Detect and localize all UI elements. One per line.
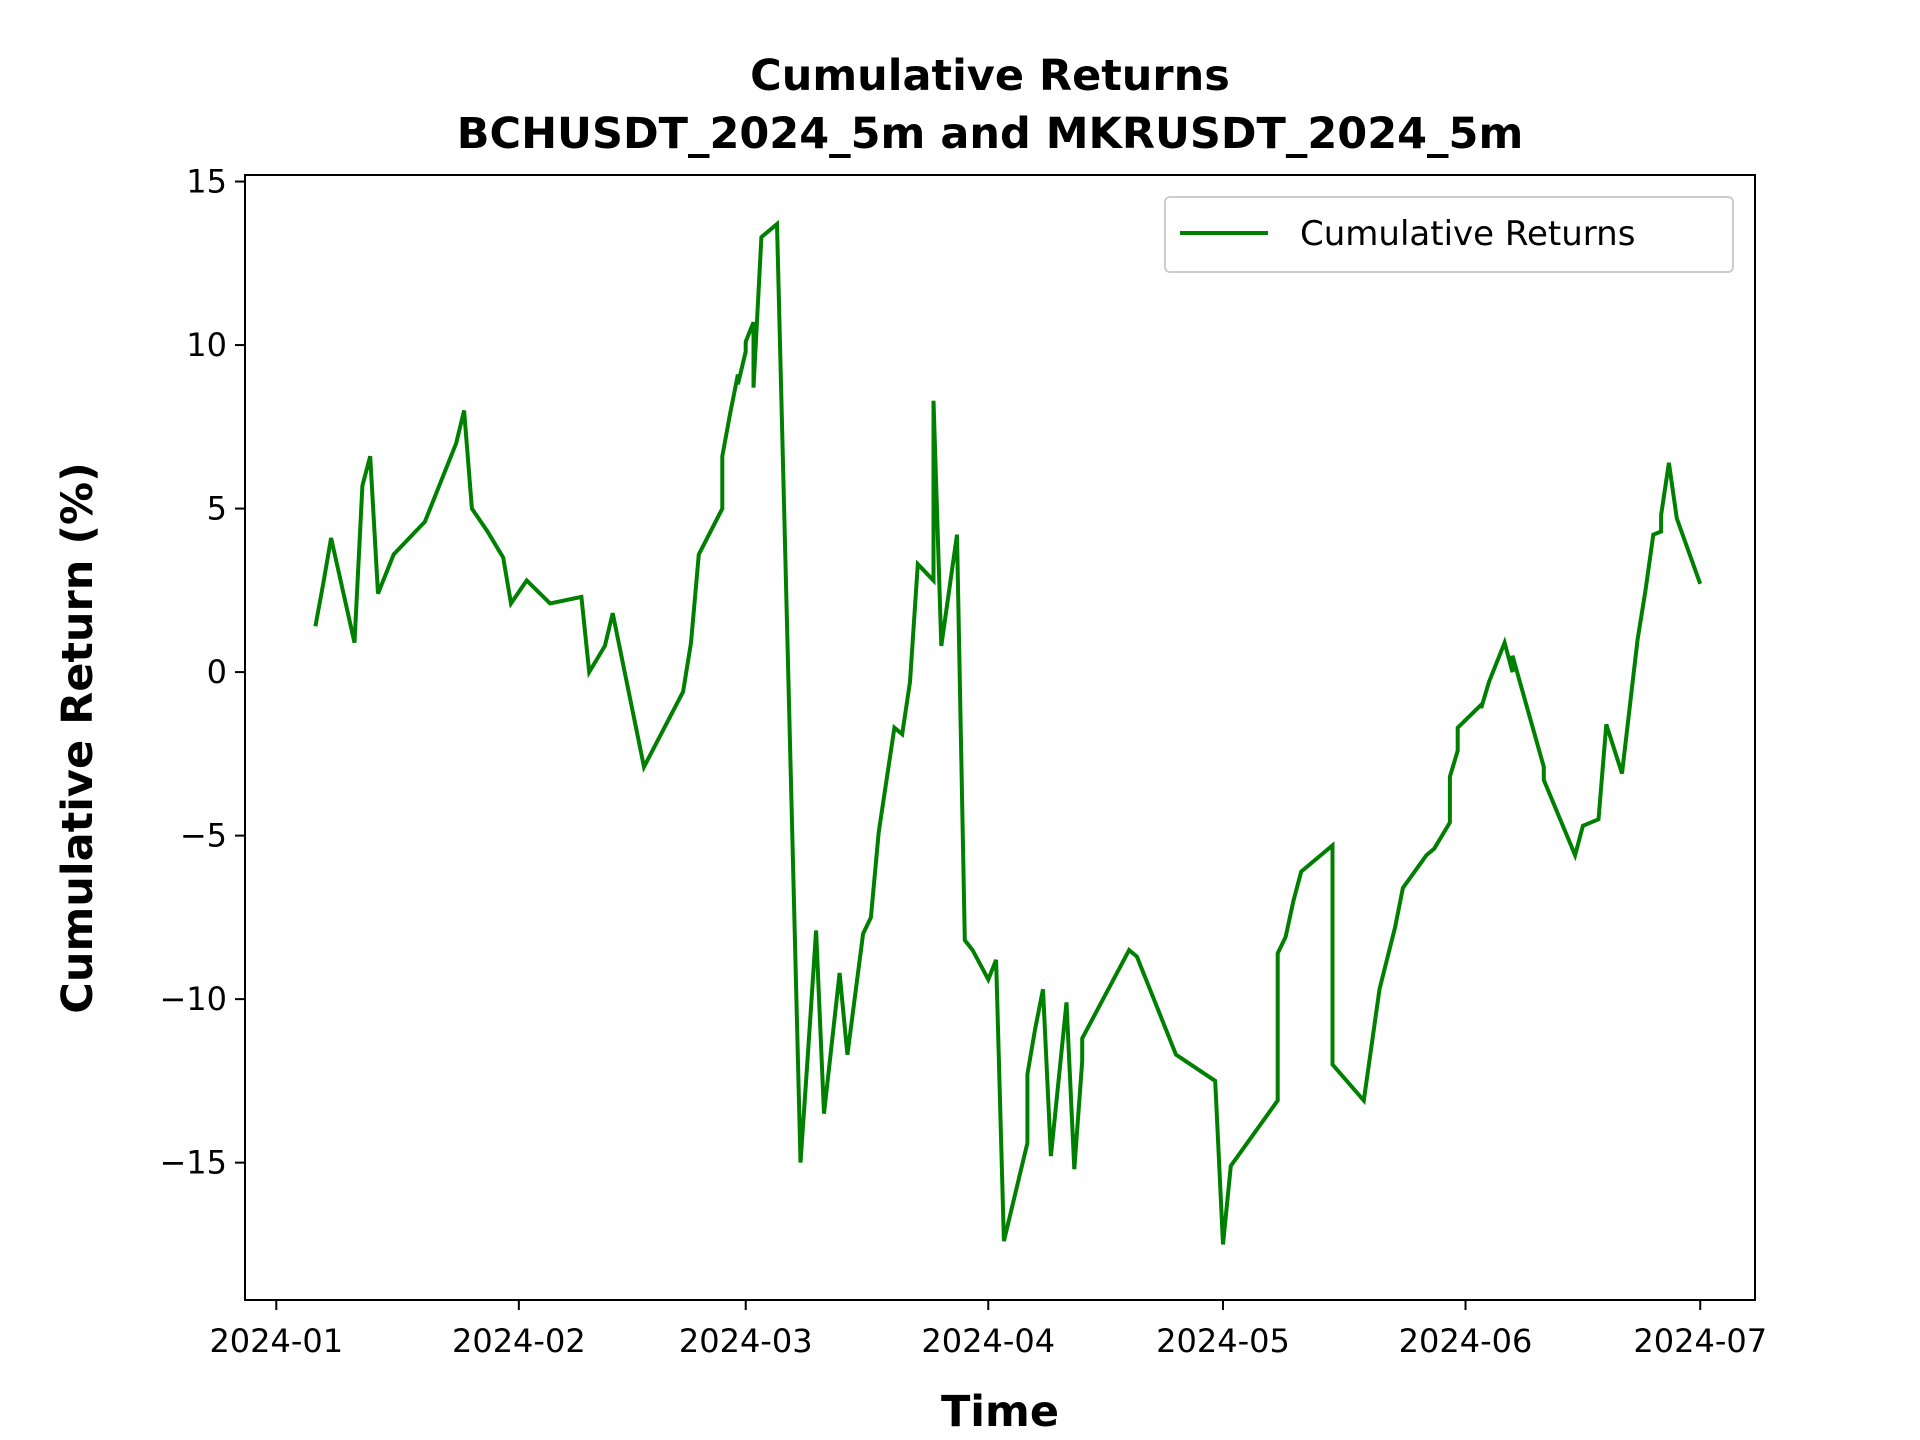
- y-tick-label: −5: [180, 817, 227, 855]
- x-axis-label: Time: [941, 1387, 1059, 1437]
- y-tick-label: −10: [159, 980, 227, 1018]
- chart-title: Cumulative Returns: [750, 51, 1230, 101]
- y-axis-label: Cumulative Return (%): [53, 462, 103, 1013]
- x-tick-label: 2024-05: [1156, 1322, 1290, 1360]
- x-axis: 2024-01 2024-02 2024-03 2024-04 2024-05 2024-…: [209, 1300, 1767, 1360]
- y-tick-label: 5: [207, 490, 227, 528]
- x-tick-label: 2024-07: [1633, 1322, 1767, 1360]
- x-tick-label: 2024-02: [452, 1322, 586, 1360]
- legend: Cumulative Returns: [1164, 196, 1734, 273]
- x-tick-label: 2024-06: [1399, 1322, 1533, 1360]
- y-axis: 15 10 5 0 −5 −10 −15: [159, 163, 245, 1182]
- x-tick-label: 2024-04: [921, 1322, 1055, 1360]
- y-tick-label: 10: [186, 326, 227, 364]
- y-tick-label: 15: [186, 163, 227, 201]
- chart-subtitle: BCHUSDT_2024_5m and MKRUSDT_2024_5m: [457, 109, 1524, 159]
- x-tick-label: 2024-01: [209, 1322, 343, 1360]
- legend-box: [1164, 196, 1734, 273]
- legend-label: Cumulative Returns: [1300, 214, 1635, 254]
- y-tick-label: 0: [207, 653, 227, 691]
- series-line-cumulative-returns: [313, 219, 1703, 1245]
- x-tick-label: 2024-03: [679, 1322, 813, 1360]
- y-tick-label: −15: [159, 1144, 227, 1182]
